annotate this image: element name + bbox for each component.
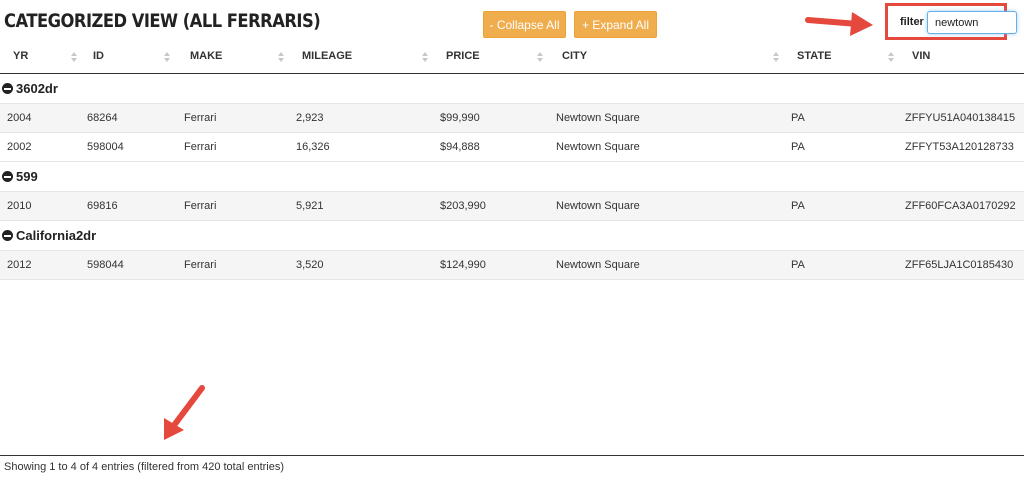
cell-mileage: 3,520 <box>296 259 324 271</box>
table-info: Showing 1 to 4 of 4 entries (filtered fr… <box>4 461 285 473</box>
filter-highlight-box: filter <box>885 3 1017 40</box>
cell-yr: 2010 <box>7 200 32 212</box>
footer-divider <box>0 455 1024 456</box>
column-header-id[interactable]: ID <box>93 50 104 62</box>
expand-all-button[interactable]: + Expand All <box>574 11 657 38</box>
header-divider <box>0 73 1024 74</box>
group-row[interactable]: 3602dr <box>0 74 1024 104</box>
sort-icon[interactable] <box>71 52 77 63</box>
sort-icon[interactable] <box>164 52 170 63</box>
group-label: 3602dr <box>16 81 58 96</box>
group-label: California2dr <box>16 228 97 243</box>
cell-state: PA <box>791 141 805 153</box>
collapse-all-button[interactable]: - Collapse All <box>483 11 566 38</box>
collapse-group-icon[interactable] <box>2 83 13 94</box>
cell-id: 598044 <box>87 259 124 271</box>
cell-state: PA <box>791 259 805 271</box>
cell-yr: 2004 <box>7 112 32 124</box>
column-header-state[interactable]: STATE <box>797 50 832 62</box>
footer-arrow-icon <box>164 385 205 440</box>
cell-price: $203,990 <box>440 200 486 212</box>
sort-icon[interactable] <box>278 52 284 63</box>
cell-mileage: 5,921 <box>296 200 324 212</box>
cell-make: Ferrari <box>184 112 217 124</box>
sort-icon[interactable] <box>422 52 428 63</box>
cell-vin: ZFF65LJA1C0185430 <box>905 259 1014 271</box>
cell-make: Ferrari <box>184 141 217 153</box>
group-label: 599 <box>16 169 38 184</box>
cell-vin: ZFFYT53A120128733 <box>905 141 1014 153</box>
collapse-group-icon[interactable] <box>2 171 13 182</box>
cell-city: Newtown Square <box>556 112 640 124</box>
cell-id: 69816 <box>87 200 118 212</box>
cell-price: $124,990 <box>440 259 486 271</box>
cell-make: Ferrari <box>184 259 217 271</box>
cell-make: Ferrari <box>184 200 217 212</box>
table-row[interactable]: 2010 69816 Ferrari 5,921 $203,990 Newtown Squ… <box>0 192 1024 221</box>
column-header-mileage[interactable]: MILEAGE <box>302 50 353 62</box>
cell-vin: ZFFYU51A040138415 <box>905 112 1016 124</box>
cell-city: Newtown Square <box>556 259 640 271</box>
cell-yr: 2002 <box>7 141 32 153</box>
column-header-price[interactable]: PRICE <box>446 50 480 62</box>
cell-state: PA <box>791 112 805 124</box>
page-title: CATEGORIZED VIEW (ALL FERRARIS) <box>4 10 321 32</box>
cell-mileage: 2,923 <box>296 112 324 124</box>
group-row[interactable]: California2dr <box>0 221 1024 251</box>
sort-icon[interactable] <box>537 52 543 63</box>
filter-arrow-icon <box>805 12 873 36</box>
cell-price: $94,888 <box>440 141 480 153</box>
collapse-group-icon[interactable] <box>2 230 13 241</box>
cell-id: 598004 <box>87 141 124 153</box>
cell-state: PA <box>791 200 805 212</box>
cell-city: Newtown Square <box>556 141 640 153</box>
column-header-city[interactable]: CITY <box>562 50 588 62</box>
column-header-vin[interactable]: VIN <box>912 50 931 62</box>
column-header-make[interactable]: MAKE <box>190 50 223 62</box>
table-row[interactable]: 2012 598044 Ferrari 3,520 $124,990 Newtown Sq… <box>0 251 1024 280</box>
cell-yr: 2012 <box>7 259 32 271</box>
filter-input[interactable] <box>927 11 1017 34</box>
table-row[interactable]: 2004 68264 Ferrari 2,923 $99,990 Newtown Squa… <box>0 104 1024 133</box>
cell-price: $99,990 <box>440 112 480 124</box>
table-row[interactable]: 2002 598004 Ferrari 16,326 $94,888 Newtown Sq… <box>0 133 1024 162</box>
filter-label: filter <box>900 16 924 28</box>
sort-icon[interactable] <box>773 52 779 63</box>
cell-city: Newtown Square <box>556 200 640 212</box>
sort-icon[interactable] <box>888 52 894 63</box>
column-header-yr[interactable]: YR <box>13 50 29 62</box>
group-row[interactable]: 599 <box>0 162 1024 192</box>
cell-vin: ZFF60FCA3A0170292 <box>905 200 1016 212</box>
cell-mileage: 16,326 <box>296 141 330 153</box>
cell-id: 68264 <box>87 112 118 124</box>
